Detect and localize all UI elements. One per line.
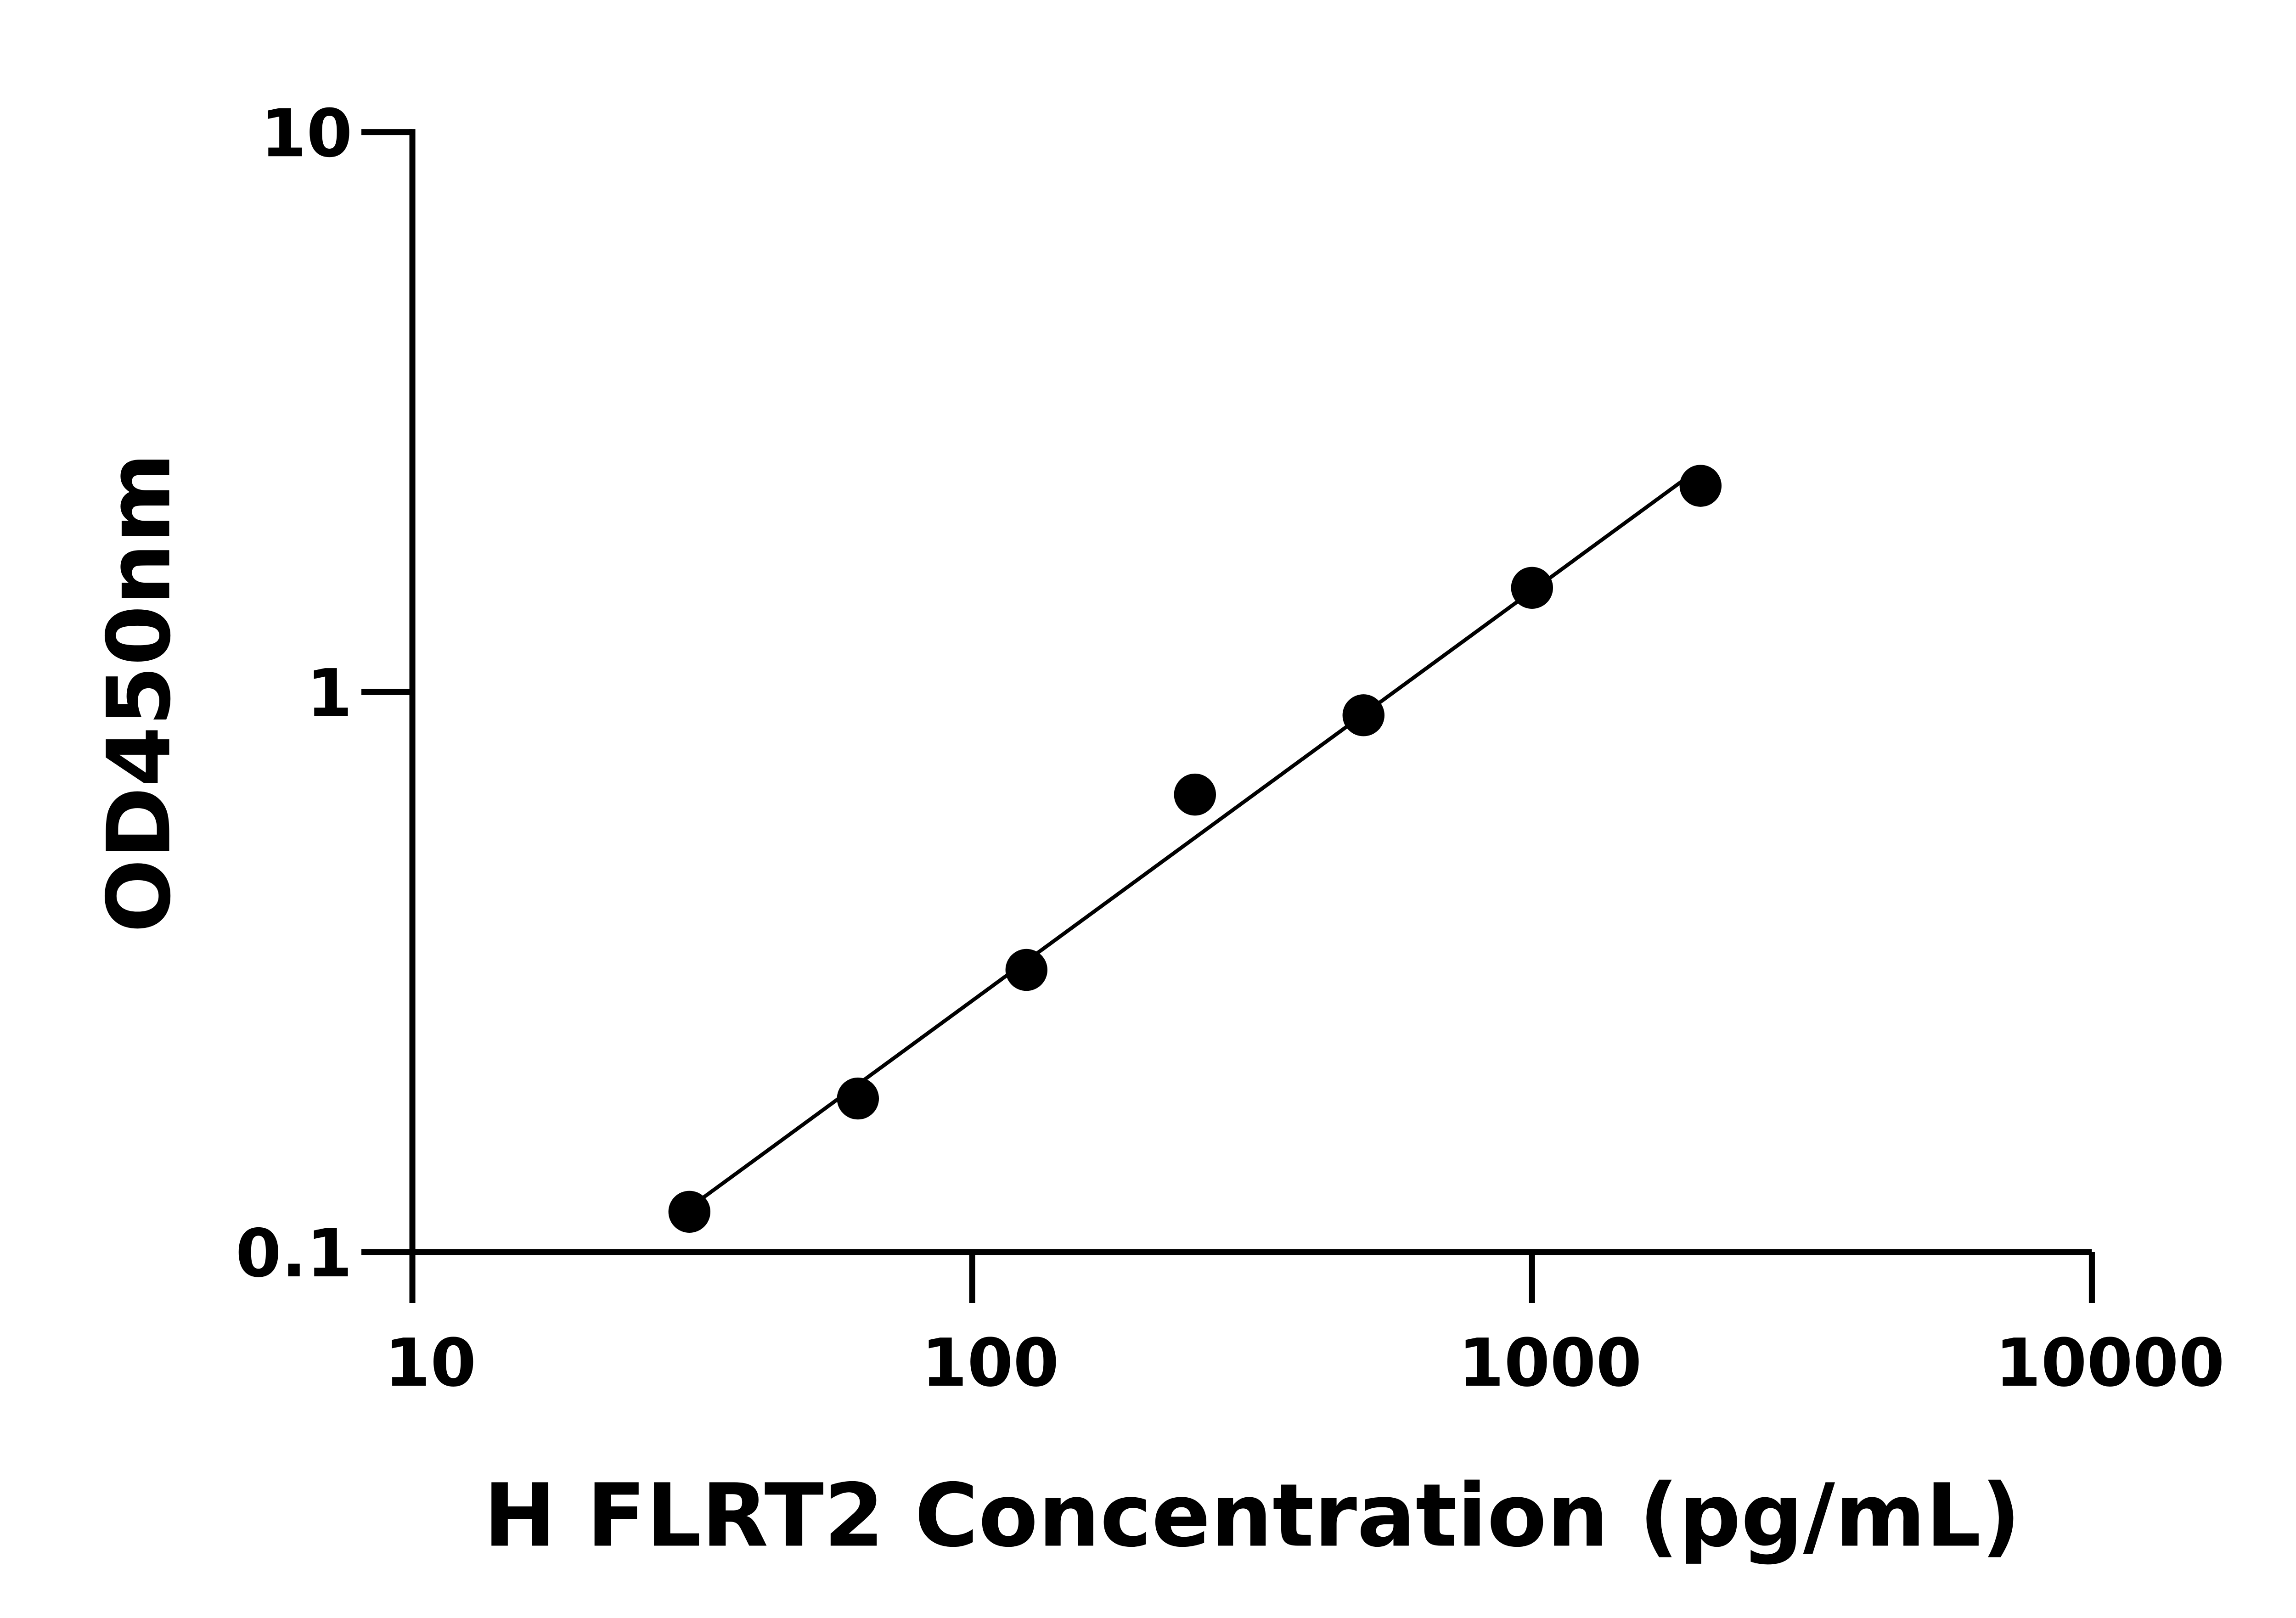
- data-point: [1342, 694, 1385, 736]
- data-point: [668, 1191, 711, 1233]
- x-tick-label: 10000: [1995, 1325, 2225, 1401]
- data-point: [1511, 567, 1553, 609]
- data-point: [1005, 949, 1048, 991]
- data-point: [1174, 773, 1216, 816]
- x-axis-title: H FLRT2 Concentration (pg/mL): [484, 1465, 2021, 1567]
- data-point: [1679, 465, 1722, 507]
- y-tick-label: 1: [306, 655, 352, 732]
- data-point: [837, 1077, 879, 1120]
- y-tick-label: 10: [260, 95, 352, 172]
- y-tick-label: 0.1: [236, 1215, 353, 1292]
- x-tick-label: 1000: [1458, 1325, 1642, 1401]
- x-tick-label: 10: [384, 1325, 476, 1401]
- x-tick-label: 100: [921, 1325, 1059, 1401]
- y-axis-title: OD450nm: [89, 453, 190, 933]
